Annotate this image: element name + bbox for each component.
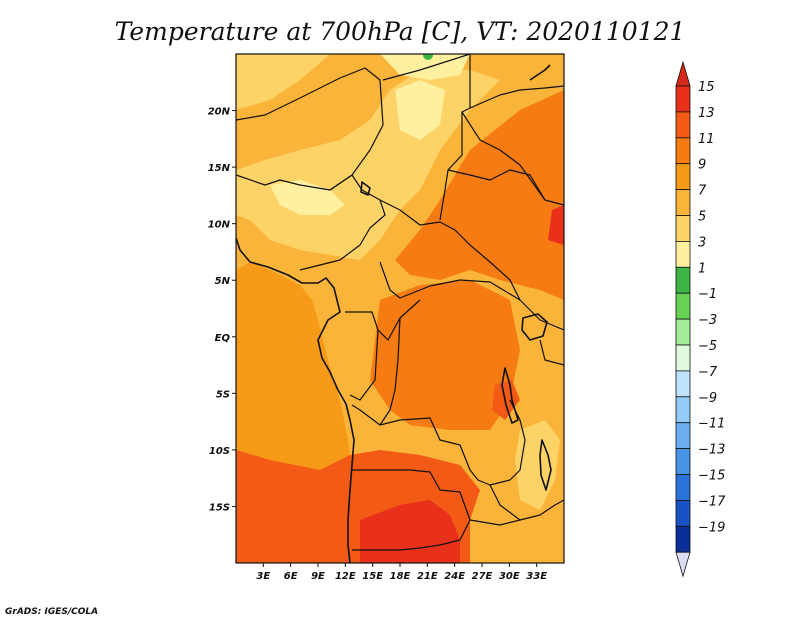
- colorbar-label: −1: [698, 287, 717, 302]
- colorbar-label: 11: [698, 132, 715, 147]
- lon-label: 30E: [499, 571, 520, 582]
- colorbar-label: −17: [698, 494, 726, 509]
- colorbar-swatch: [675, 85, 691, 113]
- colorbar-label: −11: [698, 417, 725, 432]
- lake-tanganyika: [501, 367, 519, 424]
- field-hottest-core: [360, 500, 460, 563]
- field-cool-highlands: [515, 420, 560, 510]
- field-warm-east: [395, 90, 564, 300]
- lat-label: 10S: [209, 446, 230, 457]
- lon-label: 12E: [335, 571, 356, 582]
- temperature-map: [236, 54, 564, 563]
- colorbar-swatch: [675, 499, 691, 527]
- colorbar-swatch: [675, 525, 691, 553]
- colorbar-label: 5: [698, 210, 706, 225]
- colorbar-swatch: [675, 111, 691, 139]
- field-coolest-chad: [395, 80, 445, 140]
- field-coolest-top: [380, 54, 470, 80]
- grads-credit: GrADS: IGES/COLA: [5, 607, 98, 617]
- lat-label: 20N: [208, 107, 231, 118]
- colorbar-swatch: [675, 163, 691, 190]
- colorbar-label: −9: [698, 391, 717, 406]
- colorbar-label: −15: [698, 469, 725, 484]
- colorbar-label: 7: [698, 184, 707, 199]
- colorbar-swatch: [675, 396, 691, 424]
- chart-title: Temperature at 700hPa [C], VT: 202011012…: [115, 17, 686, 46]
- colorbar-label: 13: [698, 106, 715, 121]
- field-hot-east: [492, 380, 520, 420]
- colorbar-label: −13: [698, 443, 725, 458]
- lat-label: 5S: [216, 389, 230, 400]
- field-green-spot: [423, 54, 433, 60]
- lat-label: 15N: [208, 163, 231, 174]
- colorbar-label: −19: [698, 520, 725, 535]
- colorbar-swatch: [675, 422, 691, 450]
- red-sea-coast: [529, 64, 551, 81]
- lon-label: 27E: [472, 571, 493, 582]
- colorbar-label: −7: [698, 365, 718, 380]
- longitude-labels: 3E 6E 9E 12E 15E 18E 21E 24E 27E 30E 33E: [256, 563, 547, 582]
- colorbar-swatch: [675, 240, 691, 268]
- colorbar-label: −3: [698, 313, 717, 328]
- colorbar-swatch: [675, 137, 691, 165]
- country-borders: [236, 54, 564, 551]
- field-coolest: [270, 180, 345, 215]
- field-warm-congo: [370, 280, 520, 430]
- lake-malawi: [539, 439, 552, 491]
- lake-victoria: [521, 313, 548, 341]
- lat-label: 10N: [208, 220, 231, 231]
- colorbar-swatch: [675, 370, 691, 398]
- lon-label: 15E: [362, 571, 383, 582]
- latitude-labels: 20N 15N 10N 5N EQ 5S 10S 15S: [208, 107, 236, 513]
- colorbar-label: −5: [698, 339, 717, 354]
- field-hottest-east: [548, 205, 564, 245]
- colorbar: 15 13 11 9 7 5 3 1 −1 −3 −5 −7 −9 −11 −13 −15 −17 −19: [675, 60, 726, 578]
- lon-label: 33E: [526, 571, 547, 582]
- lon-label: 21E: [417, 571, 438, 582]
- colorbar-top-arrow: [675, 60, 691, 87]
- lon-label: 18E: [390, 571, 411, 582]
- lon-label: 24E: [444, 571, 465, 582]
- lon-label: 6E: [284, 571, 298, 582]
- colorbar-swatch: [675, 292, 691, 320]
- colorbar-swatch: [675, 474, 691, 501]
- colorbar-label: 3: [698, 235, 706, 250]
- colorbar-swatch: [675, 448, 691, 475]
- lon-label: 3E: [256, 571, 270, 582]
- colorbar-label: 9: [698, 158, 706, 173]
- lat-label: 15S: [209, 502, 230, 513]
- colorbar-label: 15: [698, 80, 715, 95]
- lon-label: 9E: [311, 571, 325, 582]
- lat-label: 5N: [215, 276, 231, 287]
- colorbar-swatch: [675, 266, 691, 294]
- coastline: [236, 237, 355, 563]
- colorbar-swatch: [675, 318, 691, 346]
- lat-label: EQ: [215, 333, 231, 344]
- colorbar-swatch: [675, 344, 691, 372]
- colorbar-label: 1: [698, 261, 706, 276]
- colorbar-swatch: [675, 189, 691, 216]
- colorbar-swatch: [675, 215, 691, 242]
- field-cool-northwest: [236, 54, 330, 110]
- colorbar-bottom-arrow: [675, 551, 691, 578]
